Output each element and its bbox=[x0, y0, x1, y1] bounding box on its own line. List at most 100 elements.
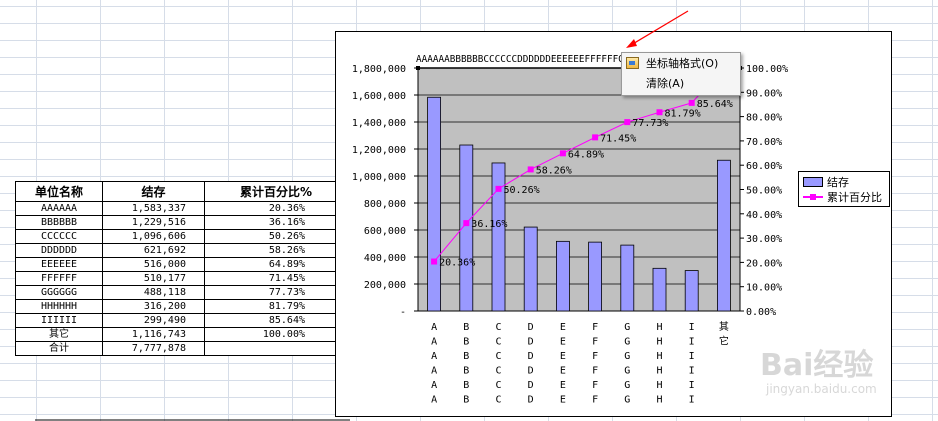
category-label: I bbox=[689, 366, 695, 377]
category-label: 其 bbox=[719, 321, 729, 333]
cell-unit-name[interactable]: DDDDDD bbox=[15, 243, 103, 258]
legend-label-cumulative: 累计百分比 bbox=[827, 191, 882, 204]
cell-balance[interactable]: 1,229,516 bbox=[102, 215, 205, 230]
category-label: E bbox=[560, 322, 566, 333]
right-tick-label: 60.00% bbox=[746, 161, 782, 172]
cell-balance[interactable]: 299,490 bbox=[102, 313, 205, 328]
left-tick-label: 1,400,000 bbox=[352, 118, 406, 129]
category-label: A bbox=[431, 351, 437, 362]
category-label: D bbox=[528, 337, 534, 348]
left-tick-label: 800,000 bbox=[364, 199, 406, 210]
cell-balance[interactable]: 1,583,337 bbox=[102, 201, 205, 216]
legend-item-balance: 结存 bbox=[803, 175, 849, 189]
cell-cumulative-percent[interactable]: 50.26% bbox=[204, 229, 348, 244]
cell-cumulative-percent[interactable]: 81.79% bbox=[204, 299, 348, 314]
right-tick-label: 50.00% bbox=[746, 186, 782, 197]
left-tick-label: 1,200,000 bbox=[352, 145, 406, 156]
cell-cumulative-percent[interactable]: 58.26% bbox=[204, 243, 348, 258]
right-tick-label: 30.00% bbox=[746, 234, 782, 245]
cell-balance[interactable]: 1,096,606 bbox=[102, 229, 205, 244]
category-label: E bbox=[560, 337, 566, 348]
header-unit-name[interactable]: 单位名称 bbox=[15, 181, 103, 202]
cell-unit-name[interactable]: FFFFFF bbox=[15, 271, 103, 286]
cell-unit-name[interactable]: BBBBBB bbox=[15, 215, 103, 230]
table-row: IIIIII 299,490 85.64% bbox=[15, 313, 348, 328]
cell-unit-name[interactable]: AAAAAA bbox=[15, 201, 103, 216]
category-label: C bbox=[495, 337, 501, 348]
watermark-url: jingyan.baidu.com bbox=[766, 382, 877, 396]
category-label: H bbox=[656, 351, 662, 362]
category-label: A bbox=[431, 380, 437, 391]
data-label: 64.89% bbox=[568, 149, 604, 160]
cell-cumulative-percent[interactable] bbox=[204, 341, 348, 356]
cell-balance[interactable]: 516,000 bbox=[102, 257, 205, 272]
cell-unit-name[interactable]: GGGGGG bbox=[15, 285, 103, 300]
cell-cumulative-percent[interactable]: 71.45% bbox=[204, 271, 348, 286]
left-tick-label: 1,000,000 bbox=[352, 172, 406, 183]
bar bbox=[588, 241, 603, 312]
cell-cumulative-percent[interactable]: 64.89% bbox=[204, 257, 348, 272]
cell-balance[interactable]: 7,777,878 bbox=[102, 341, 205, 356]
category-label: F bbox=[592, 337, 598, 348]
table-row: 其它 1,116,743 100.00% bbox=[15, 327, 348, 342]
data-label: 85.64% bbox=[697, 99, 733, 110]
table-row: CCCCCC 1,096,606 50.26% bbox=[15, 229, 348, 244]
category-label: H bbox=[656, 337, 662, 348]
cell-cumulative-percent[interactable]: 77.73% bbox=[204, 285, 348, 300]
category-label: B bbox=[463, 380, 469, 391]
category-label: E bbox=[560, 380, 566, 391]
pareto-chart[interactable]: - 200,000 400,000 600,000 800,000 1,000,000 1,… bbox=[335, 31, 892, 417]
line-point bbox=[431, 258, 438, 265]
table-row: FFFFFF 510,177 71.45% bbox=[15, 271, 348, 286]
cell-unit-name[interactable]: HHHHHH bbox=[15, 299, 103, 314]
watermark-brand: Bai经验 bbox=[760, 348, 874, 383]
bar bbox=[620, 244, 635, 312]
table-row: HHHHHH 316,200 81.79% bbox=[15, 299, 348, 314]
category-label: G bbox=[624, 351, 630, 362]
category-label: E bbox=[560, 351, 566, 362]
cell-cumulative-percent[interactable]: 36.16% bbox=[204, 215, 348, 230]
cell-cumulative-percent[interactable]: 85.64% bbox=[204, 313, 348, 328]
chart-plot[interactable]: - 200,000 400,000 600,000 800,000 1,000,000 1,… bbox=[336, 32, 893, 418]
category-label: A bbox=[431, 337, 437, 348]
category-label: G bbox=[624, 337, 630, 348]
cell-cumulative-percent[interactable]: 20.36% bbox=[204, 201, 348, 216]
data-label: 81.79% bbox=[665, 108, 701, 119]
cell-cumulative-percent[interactable]: 100.00% bbox=[204, 327, 348, 342]
bar bbox=[555, 240, 570, 312]
menu-item-clear[interactable]: 清除(A) bbox=[622, 74, 740, 93]
cell-balance[interactable]: 1,116,743 bbox=[102, 327, 205, 342]
category-label: G bbox=[624, 366, 630, 377]
legend-item-cumulative: 累计百分比 bbox=[803, 190, 882, 204]
category-label: G bbox=[624, 322, 630, 333]
category-label: C bbox=[495, 322, 501, 333]
bar bbox=[427, 96, 441, 312]
data-label: 36.16% bbox=[471, 219, 507, 230]
header-cumulative-percent[interactable]: 累计百分比% bbox=[204, 181, 348, 202]
cell-balance[interactable]: 621,692 bbox=[102, 243, 205, 258]
cell-unit-name[interactable]: 合计 bbox=[15, 341, 103, 356]
cell-unit-name[interactable]: 其它 bbox=[15, 327, 103, 342]
context-menu: 坐标轴格式(O) 清除(A) bbox=[621, 52, 741, 96]
cell-unit-name[interactable]: CCCCCC bbox=[15, 229, 103, 244]
right-tick-label: 90.00% bbox=[746, 88, 782, 99]
bar bbox=[491, 162, 506, 312]
line-point bbox=[495, 185, 502, 192]
menu-item-format-axis[interactable]: 坐标轴格式(O) bbox=[622, 54, 740, 73]
cell-unit-name[interactable]: EEEEEE bbox=[15, 257, 103, 272]
category-label: G bbox=[624, 395, 630, 406]
cell-balance[interactable]: 488,118 bbox=[102, 285, 205, 300]
cell-balance[interactable]: 316,200 bbox=[102, 299, 205, 314]
category-label: F bbox=[592, 380, 598, 391]
category-label: I bbox=[689, 380, 695, 391]
table-row: EEEEEE 516,000 64.89% bbox=[15, 257, 348, 272]
chart-legend[interactable]: 结存 累计百分比 bbox=[798, 171, 890, 207]
cell-unit-name[interactable]: IIIIII bbox=[15, 313, 103, 328]
left-tick-label: 1,800,000 bbox=[352, 64, 406, 75]
header-balance[interactable]: 结存 bbox=[102, 181, 205, 202]
category-label: F bbox=[592, 366, 598, 377]
category-label: I bbox=[689, 337, 695, 348]
category-label: I bbox=[689, 351, 695, 362]
cell-balance[interactable]: 510,177 bbox=[102, 271, 205, 286]
right-tick-label: 10.00% bbox=[746, 283, 782, 294]
